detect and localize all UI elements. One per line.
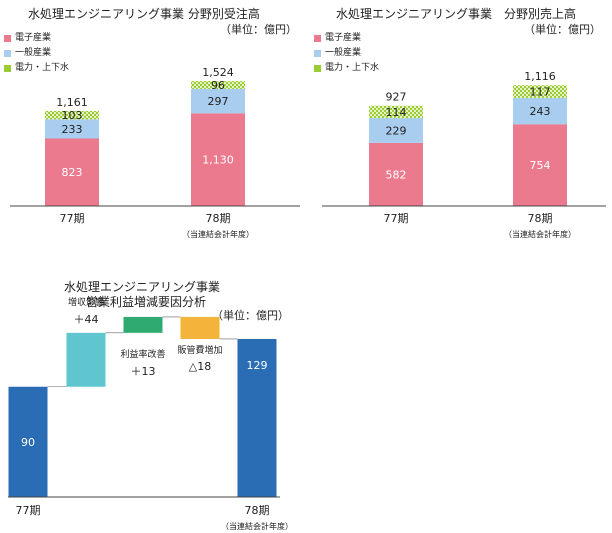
step-label-revenue-effect: 増収影響 — [68, 296, 104, 308]
sales-legend: 電子産業 一般産業 電力・上下水 — [314, 31, 379, 76]
legend-swatch-general — [314, 50, 321, 57]
end-value-label: 129 — [247, 359, 268, 372]
waterfall-bar — [123, 316, 163, 333]
bar-segment-general — [191, 88, 245, 114]
category-label: 77期 — [60, 212, 85, 225]
profit-waterfall-chart: 90 129 増収影響 ＋44 利益率改善 ＋13 販管費増加 △18 77期 78期 （当連結会計… — [8, 296, 293, 531]
bar-segment-electronics — [369, 142, 423, 206]
waterfall-bar — [66, 332, 106, 387]
orders-chart-panel: 水処理エンジニアリング事業 分野別受注高 （単位：億円） 電子産業 一般産業 電… — [0, 0, 306, 255]
segment-value-label: 297 — [208, 95, 229, 108]
profit-chart-title-line1: 水処理エンジニアリング事業 — [64, 280, 221, 294]
total-value-label: 927 — [386, 91, 407, 104]
orders-legend: 電子産業 一般産業 電力・上下水 — [4, 31, 69, 76]
legend-swatch-power-water — [314, 65, 321, 72]
segment-value-label: 103 — [62, 109, 83, 122]
category-label: 77期 — [384, 212, 409, 225]
sales-chart-panel: 水処理エンジニアリング事業 分野別売上高 （単位：億円） 電子産業 一般産業 電… — [306, 0, 612, 255]
legend-label-general: 一般産業 — [15, 48, 52, 58]
category-label-start: 77期 — [16, 504, 41, 517]
legend-item-electronics: 電子産業 — [4, 31, 69, 46]
legend-label-electronics: 電子産業 — [325, 33, 362, 43]
start-value-label: 90 — [21, 436, 35, 449]
segment-value-label: 96 — [211, 79, 225, 92]
category-label: 78期 — [528, 212, 553, 225]
segment-value-label: 243 — [530, 105, 551, 118]
profit-unit-label: （単位：億円） — [212, 309, 289, 322]
category-sublabel-end: （当連結会計年度） — [221, 521, 293, 531]
segment-value-label: 229 — [386, 124, 407, 137]
bar-segment-general — [513, 97, 567, 125]
legend-item-electronics: 電子産業 — [314, 31, 379, 46]
step-value-sga-increase: △18 — [189, 360, 211, 373]
segment-value-label: 1,130 — [202, 154, 234, 167]
category-label-end: 78期 — [245, 504, 270, 517]
category-sublabel: （当連結会計年度） — [182, 229, 254, 239]
bar-segment-electronics — [513, 124, 567, 206]
legend-label-general: 一般産業 — [325, 48, 362, 58]
step-label-sga-increase: 販管費増加 — [177, 344, 222, 356]
legend-swatch-electronics — [4, 35, 11, 42]
segment-value-label: 754 — [530, 159, 551, 172]
legend-label-electronics: 電子産業 — [15, 33, 52, 43]
profit-chart-panel: 水処理エンジニアリング事業 営業利益増減要因分析 （単位：億円） 90 129 増収… — [0, 270, 306, 533]
bar-segment-power-water — [513, 85, 567, 98]
legend-item-power-water: 電力・上下水 — [314, 61, 379, 76]
bar-segment-general — [45, 119, 99, 139]
step-label-margin-improvement: 利益率改善 — [120, 348, 165, 360]
category-label: 78期 — [206, 212, 231, 225]
legend-item-general: 一般産業 — [4, 46, 69, 61]
bar-segment-electronics — [45, 138, 99, 206]
orders-chart-title: 水処理エンジニアリング事業 分野別受注高 — [28, 7, 260, 21]
sales-unit-label: （単位：億円） — [524, 23, 601, 36]
legend-item-power-water: 電力・上下水 — [4, 61, 69, 76]
bar-segment-power-water — [45, 110, 99, 120]
total-value-label: 1,161 — [56, 96, 88, 109]
segment-value-label: 582 — [386, 168, 407, 181]
segment-value-label: 114 — [386, 106, 407, 119]
sales-chart-title: 水処理エンジニアリング事業 分野別売上高 — [336, 7, 577, 21]
bar-segment-power-water — [191, 81, 245, 89]
legend-item-general: 一般産業 — [314, 46, 379, 61]
bar-segment-electronics — [191, 113, 245, 206]
segment-value-label: 233 — [62, 123, 83, 136]
waterfall-bar — [237, 338, 277, 497]
legend-swatch-general — [4, 50, 11, 57]
waterfall-bar — [180, 316, 220, 339]
step-value-revenue-effect: ＋44 — [74, 313, 99, 326]
total-value-label: 1,524 — [202, 66, 234, 79]
bar-segment-general — [369, 118, 423, 143]
total-value-label: 1,116 — [524, 70, 556, 83]
legend-swatch-power-water — [4, 65, 11, 72]
segment-value-label: 823 — [62, 166, 83, 179]
waterfall-bar — [8, 386, 48, 497]
legend-swatch-electronics — [314, 35, 321, 42]
bar-segment-power-water — [369, 105, 423, 119]
segment-value-label: 117 — [530, 86, 551, 99]
profit-chart-title-line2: 営業利益増減要因分析 — [86, 295, 207, 309]
legend-label-power-water: 電力・上下水 — [325, 63, 380, 73]
sales-stacked-bar-chart: 582 229 114 927 77期 754 243 117 1,116 78期 （当連結会計年度… — [322, 70, 606, 239]
legend-label-power-water: 電力・上下水 — [15, 63, 70, 73]
step-value-margin-improvement: ＋13 — [131, 365, 156, 378]
category-sublabel: （当連結会計年度） — [504, 229, 576, 239]
orders-unit-label: （単位：億円） — [220, 23, 297, 36]
